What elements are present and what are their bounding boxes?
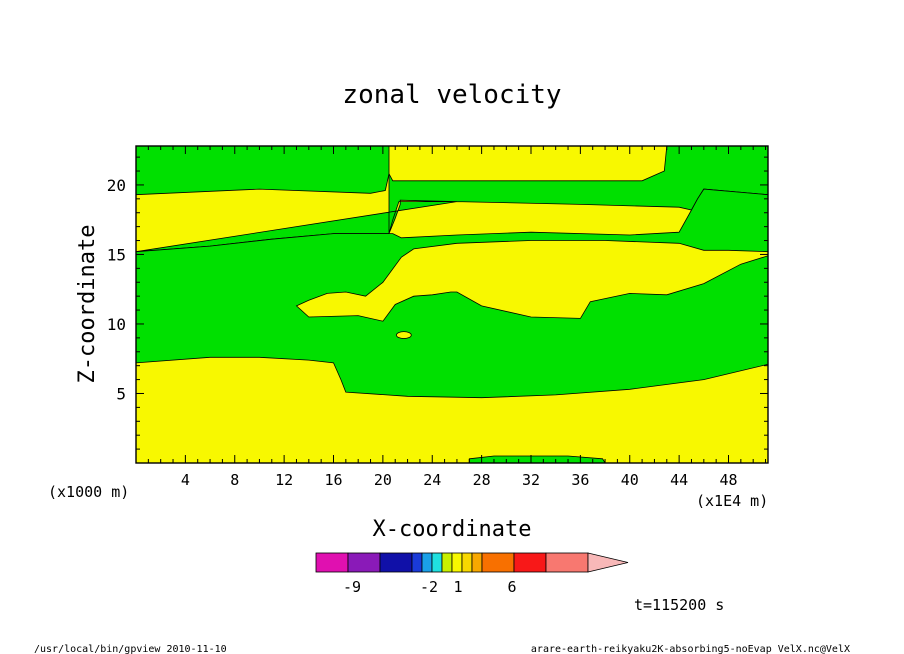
x-tick-label: 16	[324, 471, 342, 489]
y-tick-label: 20	[107, 176, 126, 195]
x-axis: 4 8 12 16 20 24 28 32 36 40 44 48	[135, 146, 767, 489]
y-axis: 5 10 15 20	[107, 156, 768, 464]
x-tick-label: 28	[473, 471, 491, 489]
x-tick-label: 4	[181, 471, 190, 489]
colorbar-tick-label: -2	[420, 578, 438, 596]
region-green-2	[135, 188, 769, 399]
colorbar-segment	[461, 552, 473, 573]
x-tick-label: 24	[423, 471, 441, 489]
x-axis-scale-note: (x1E4 m)	[696, 492, 768, 510]
x-tick-label: 8	[230, 471, 239, 489]
colorbar-segment	[513, 552, 547, 573]
region-green-0	[135, 145, 390, 196]
x-tick-label: 32	[522, 471, 540, 489]
y-axis-label: Z-coordinate	[75, 225, 100, 384]
colorbar-segment	[545, 552, 589, 573]
time-label: t=115200 s	[634, 596, 724, 614]
x-tick-label: 44	[670, 471, 688, 489]
colorbar-segment	[379, 552, 413, 573]
colorbar: -9 -2 1 6	[315, 552, 629, 596]
colorbar-arrow	[587, 552, 629, 573]
x-tick-label: 12	[275, 471, 293, 489]
footer-right-text: arare-earth-reikyaku2K-absorbing5-noEvap…	[531, 644, 850, 654]
x-tick-label: 36	[571, 471, 589, 489]
x-tick-label: 40	[621, 471, 639, 489]
colorbar-segment	[441, 552, 453, 573]
y-tick-label: 15	[107, 245, 126, 264]
contour-plot-area	[135, 145, 769, 464]
colorbar-segment	[471, 552, 483, 573]
x-tick-label: 20	[374, 471, 392, 489]
footer-left-text: /usr/local/bin/gpview 2010-11-10	[34, 644, 227, 654]
chart-title: zonal velocity	[342, 80, 561, 110]
y-tick-label: 5	[116, 384, 126, 403]
plot-frame	[135, 145, 769, 464]
y-tick-label: 10	[107, 315, 126, 334]
colorbar-segment	[421, 552, 433, 573]
colorbar-segment	[315, 552, 349, 573]
colorbar-segment	[481, 552, 515, 573]
x-axis-unit-note: (x1000 m)	[48, 483, 129, 501]
colorbar-segment	[347, 552, 381, 573]
colorbar-segment	[431, 552, 443, 573]
region-green-3	[468, 455, 606, 464]
colorbar-tick-label: 1	[453, 578, 462, 596]
island-yellow-small	[396, 331, 412, 339]
x-axis-label: X-coordinate	[373, 517, 532, 542]
colorbar-tick-label: -9	[343, 578, 361, 596]
x-tick-label: 48	[719, 471, 737, 489]
colorbar-tick-label: 6	[507, 578, 516, 596]
colorbar-segment	[451, 552, 463, 573]
colorbar-segment	[411, 552, 423, 573]
